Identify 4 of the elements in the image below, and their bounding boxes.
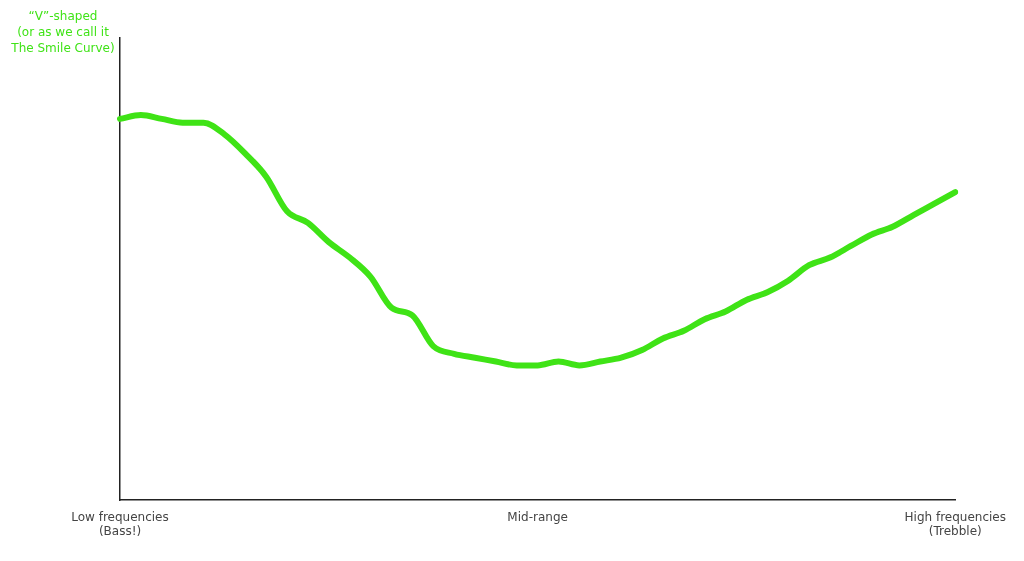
x-tick-label: High frequencies (Trebble) — [904, 509, 1006, 538]
x-tick-label: Low frequencies (Bass!) — [71, 509, 169, 538]
chart-title: “V”-shaped (or as we call it The Smile Curve) — [10, 8, 116, 56]
x-tick-label: Mid-range — [507, 509, 568, 524]
